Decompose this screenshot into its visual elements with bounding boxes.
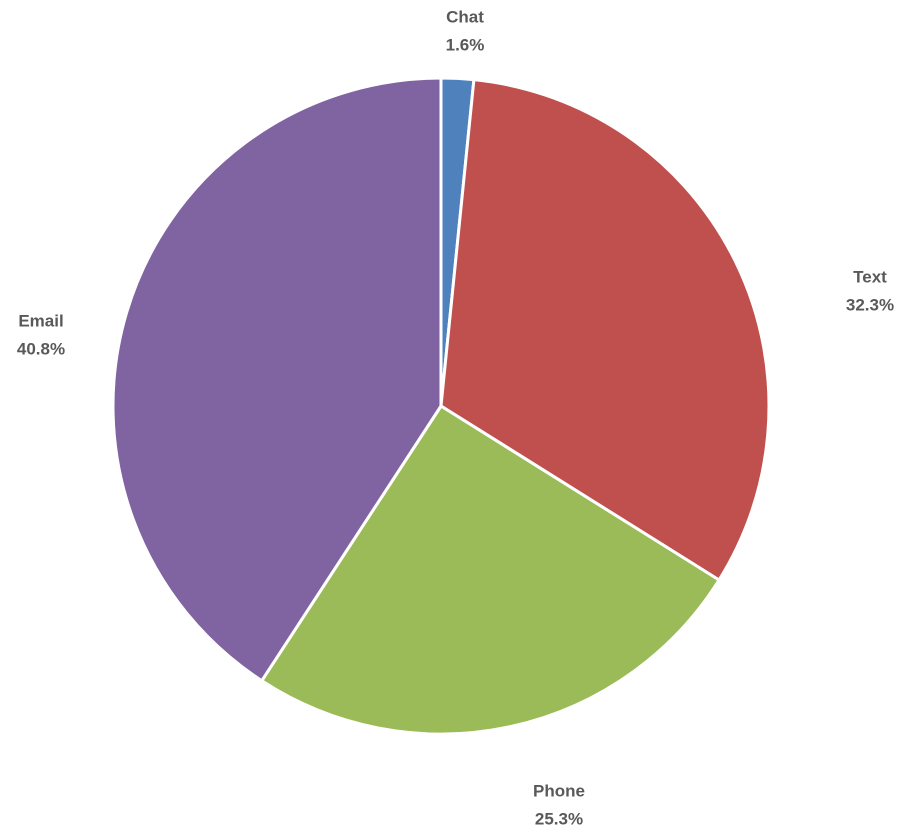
slices-layer [111,76,771,736]
slice-percent-label: 32.3% [846,295,894,314]
slice-category-label: Chat [446,7,484,26]
data-label-phone: Phone 25.3% [533,781,585,828]
slice-percent-label: 1.6% [446,35,485,54]
labels-layer: Chat 1.6% Text 32.3% Phone 25.3% Email 40.8% [17,7,894,828]
slice-percent-label: 40.8% [17,339,65,358]
pie-slice-phone [260,404,721,736]
slice-category-label: Phone [533,781,585,800]
pie-slice-email [111,76,443,683]
data-label-text: Text 32.3% [846,267,894,314]
slice-percent-label: 25.3% [535,809,583,828]
slice-category-label: Text [853,267,887,286]
slice-category-label: Email [18,311,63,330]
data-label-email: Email 40.8% [17,311,65,358]
data-label-chat: Chat 1.6% [446,7,485,54]
pie-slice-text [439,78,771,582]
